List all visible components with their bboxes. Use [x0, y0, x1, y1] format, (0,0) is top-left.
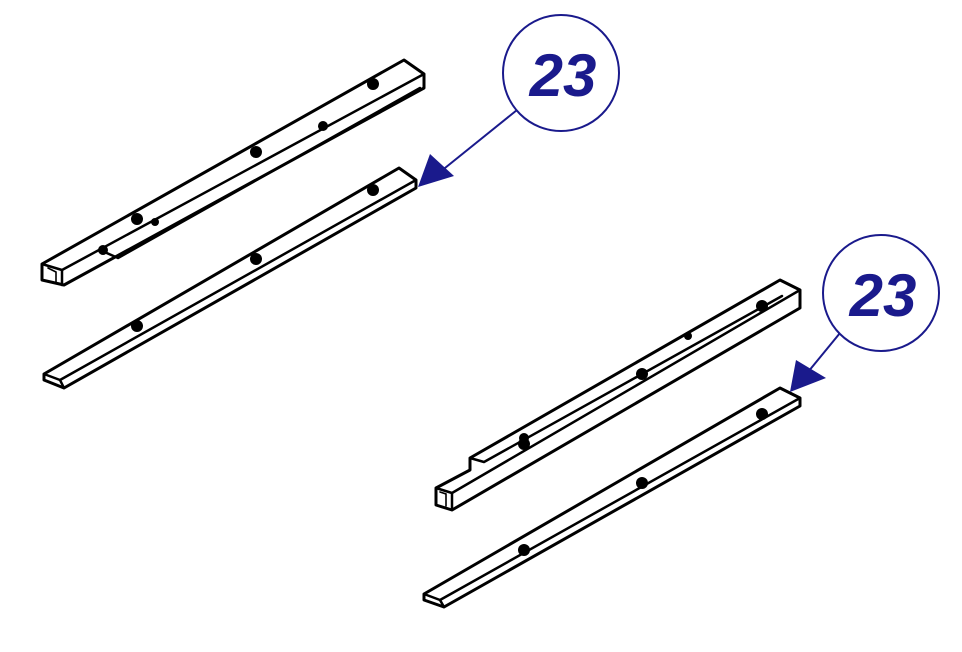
- leader-arrowhead: [418, 154, 454, 187]
- mounting-hole: [518, 544, 530, 556]
- mounting-hole: [367, 78, 379, 90]
- mounting-hole: [151, 218, 159, 226]
- mounting-hole: [756, 300, 768, 312]
- callout-number: 23: [529, 42, 597, 109]
- left-assembly: 23: [40, 14, 620, 390]
- callout-23-right: 23: [790, 234, 940, 392]
- callout-bubble: [822, 234, 940, 352]
- leader-line: [439, 109, 518, 173]
- mounting-hole: [518, 438, 530, 450]
- mounting-hole: [131, 213, 143, 225]
- mounting-hole: [367, 184, 379, 196]
- leader-line: [807, 332, 841, 373]
- mounting-hole: [318, 121, 328, 131]
- left-upper-rail: [40, 58, 426, 287]
- callout-23-left: 23: [418, 14, 620, 187]
- mounting-hole: [250, 146, 262, 158]
- callout-number: 23: [849, 262, 917, 329]
- callout-bubble: [502, 14, 620, 132]
- mounting-hole: [98, 245, 108, 255]
- right-assembly: 23: [422, 234, 940, 609]
- mounting-hole: [756, 408, 768, 420]
- leader-arrowhead: [790, 360, 826, 392]
- mounting-hole: [684, 332, 692, 340]
- right-flat-strip: [422, 386, 802, 609]
- right-upper-rail: [434, 278, 802, 512]
- left-flat-strip: [42, 166, 418, 390]
- mounting-hole: [636, 477, 648, 489]
- mounting-hole: [636, 368, 648, 380]
- mounting-hole: [131, 320, 143, 332]
- mounting-hole: [250, 253, 262, 265]
